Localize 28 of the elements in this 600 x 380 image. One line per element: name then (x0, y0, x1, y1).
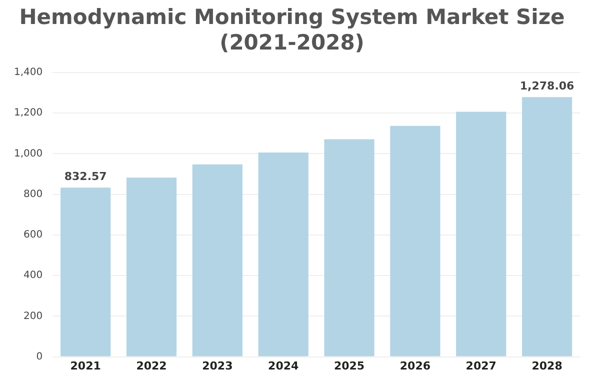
x-tick-label: 2028 (532, 359, 562, 372)
y-tick-label: 1,400 (14, 66, 43, 78)
data-label: 1,278.06 (520, 80, 575, 93)
x-tick-label: 2026 (400, 359, 431, 372)
data-label: 832.57 (64, 170, 107, 184)
bar (192, 164, 242, 356)
y-tick-label: 800 (24, 188, 43, 200)
x-tick-label: 2022 (136, 359, 167, 372)
y-tick-label: 1,200 (14, 108, 43, 119)
bar (60, 188, 111, 356)
x-tick-label: 2025 (334, 359, 365, 372)
bar (258, 152, 308, 356)
x-tick-label: 2024 (268, 359, 299, 372)
text: (2021-2028) (220, 30, 364, 54)
bar (522, 97, 572, 356)
bar (390, 126, 440, 356)
y-tick-label: 1,000 (14, 148, 43, 160)
text: Hemodynamic Monitoring System Market Size (19, 5, 565, 30)
bar (456, 112, 506, 356)
x-tick-label: 2021 (70, 359, 101, 372)
x-tick-label: 2023 (202, 359, 233, 372)
y-tick-label: 0 (36, 351, 43, 362)
x-tick-label: 2027 (466, 359, 496, 372)
bar (324, 139, 374, 356)
y-tick-label: 200 (24, 310, 43, 322)
y-tick-label: 400 (24, 270, 43, 282)
bar (126, 178, 177, 356)
y-tick-label: 600 (24, 230, 43, 241)
